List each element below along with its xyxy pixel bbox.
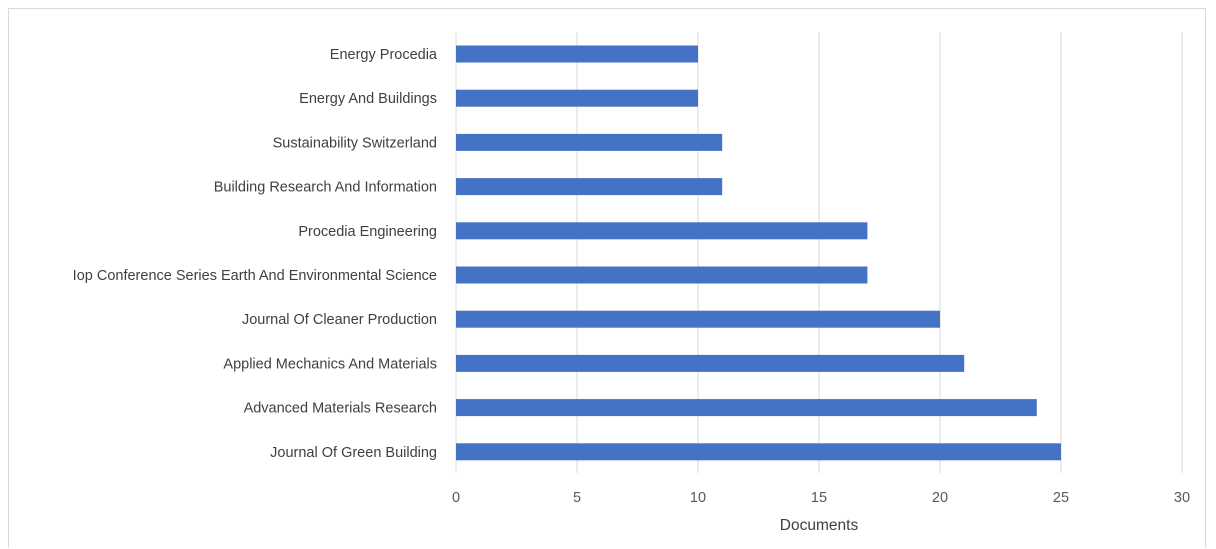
chart-frame: Energy Procedia Energy And Buildings Susta… bbox=[8, 8, 1206, 548]
x-axis-title: Documents bbox=[780, 517, 859, 534]
category-label: Iop Conference Series Earth And Environm… bbox=[73, 268, 437, 284]
bar bbox=[456, 133, 723, 151]
x-tick-label: 30 bbox=[1174, 490, 1190, 506]
category-label: Procedia Engineering bbox=[298, 224, 437, 240]
bar bbox=[456, 45, 698, 63]
bar bbox=[456, 178, 723, 196]
category-label: Energy Procedia bbox=[330, 47, 438, 63]
bar bbox=[456, 89, 698, 107]
x-tick-label: 0 bbox=[452, 490, 460, 506]
bar bbox=[456, 399, 1037, 417]
category-label: Journal Of Green Building bbox=[270, 445, 437, 461]
bar bbox=[456, 222, 868, 240]
category-label: Advanced Materials Research bbox=[244, 401, 437, 417]
bar bbox=[456, 310, 940, 328]
category-label: Sustainability Switzerland bbox=[273, 135, 437, 151]
x-tick-label: 20 bbox=[932, 490, 948, 506]
category-label: Applied Mechanics And Materials bbox=[223, 356, 437, 372]
bar bbox=[456, 266, 868, 284]
category-label: Building Research And Information bbox=[214, 180, 437, 196]
bars bbox=[456, 45, 1061, 461]
x-tick-label: 5 bbox=[573, 490, 581, 506]
bar-chart: Energy Procedia Energy And Buildings Susta… bbox=[73, 32, 1190, 534]
category-labels: Energy Procedia Energy And Buildings Susta… bbox=[73, 47, 438, 461]
x-tick-label: 15 bbox=[811, 490, 827, 506]
bar bbox=[456, 443, 1061, 461]
x-tick-label: 25 bbox=[1053, 490, 1069, 506]
category-label: Energy And Buildings bbox=[299, 91, 437, 107]
x-tick-label: 10 bbox=[690, 490, 706, 506]
bar bbox=[456, 354, 965, 372]
x-tick-labels: 0 5 10 15 20 25 30 bbox=[452, 490, 1190, 506]
category-label: Journal Of Cleaner Production bbox=[242, 312, 437, 328]
